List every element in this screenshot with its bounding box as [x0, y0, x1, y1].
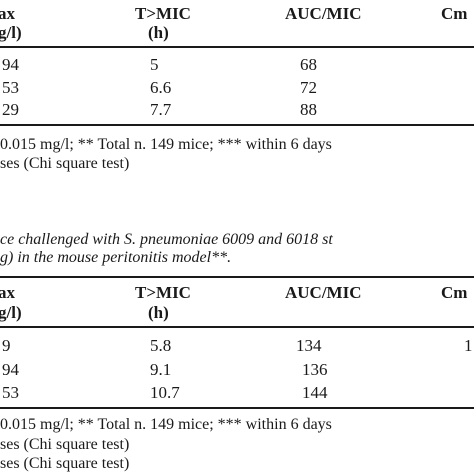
table-2-cell-cmin: 1 — [464, 336, 473, 355]
table-2-cell-cmax: 94 — [2, 360, 19, 379]
table-2-header-cmax-unit: g/l) — [0, 303, 22, 322]
table-2-cell-tmic: 9.1 — [150, 360, 172, 379]
table-2-header-tmic: T>MIC — [135, 283, 191, 302]
table-1-header-cmin: Cm — [441, 4, 468, 23]
table-2-bottom-rule — [0, 407, 474, 409]
table-2-footnote: 0.015 mg/l; ** Total n. 149 mice; *** wi… — [0, 416, 332, 433]
table-1-header-cmax: ax — [0, 4, 15, 23]
table-1-cell-tmic: 5 — [150, 55, 159, 74]
table-1-header-aucmic: AUC/MIC — [285, 4, 362, 23]
table-1-cell-tmic: 6.6 — [150, 78, 172, 97]
table-2-cell-aucmic: 144 — [302, 383, 328, 402]
table-1-cell-cmax: 29 — [2, 100, 19, 119]
table-1-cell-aucmic: 88 — [300, 100, 317, 119]
table-2-caption: g) in the mouse peritonitis model**. — [0, 249, 232, 266]
table-2-footnote: ses (Chi square test) — [0, 455, 130, 472]
table-2-cell-aucmic: 134 — [296, 336, 322, 355]
table-1-cell-aucmic: 68 — [300, 55, 317, 74]
table-1-header-cmax-unit: g/l) — [0, 23, 22, 42]
table-1-header-rule — [0, 46, 474, 48]
table-1-cell-aucmic: 72 — [300, 78, 317, 97]
table-2-header-tmic-unit: (h) — [148, 303, 169, 322]
table-2-header-rule — [0, 326, 474, 328]
table-1-footnote: 0.015 mg/l; ** Total n. 149 mice; *** wi… — [0, 136, 332, 153]
table-2-cell-cmax: 9 — [2, 336, 11, 355]
table-2-caption: ce challenged with S. pneumoniae 6009 an… — [0, 231, 333, 248]
table-1-header-tmic: T>MIC — [135, 4, 191, 23]
table-2-header-aucmic: AUC/MIC — [285, 283, 362, 302]
table-2-header-cmax: ax — [0, 283, 15, 302]
table-1-cell-cmax: 94 — [2, 55, 19, 74]
table-1-cell-tmic: 7.7 — [150, 100, 172, 119]
table-2-footnote: ses (Chi square test) — [0, 436, 130, 453]
table-1-bottom-rule — [0, 124, 474, 126]
table-2-top-rule — [0, 276, 474, 278]
table-2-cell-cmax: 53 — [2, 383, 19, 402]
table-1-footnote: ses (Chi square test) — [0, 155, 130, 172]
table-2-cell-aucmic: 136 — [302, 360, 328, 379]
table-2-cell-tmic: 5.8 — [150, 336, 172, 355]
table-2-header-cmin: Cm — [441, 283, 468, 302]
table-2-cell-tmic: 10.7 — [150, 383, 180, 402]
table-1-cell-cmax: 53 — [2, 78, 19, 97]
table-1-header-tmic-unit: (h) — [148, 23, 169, 42]
